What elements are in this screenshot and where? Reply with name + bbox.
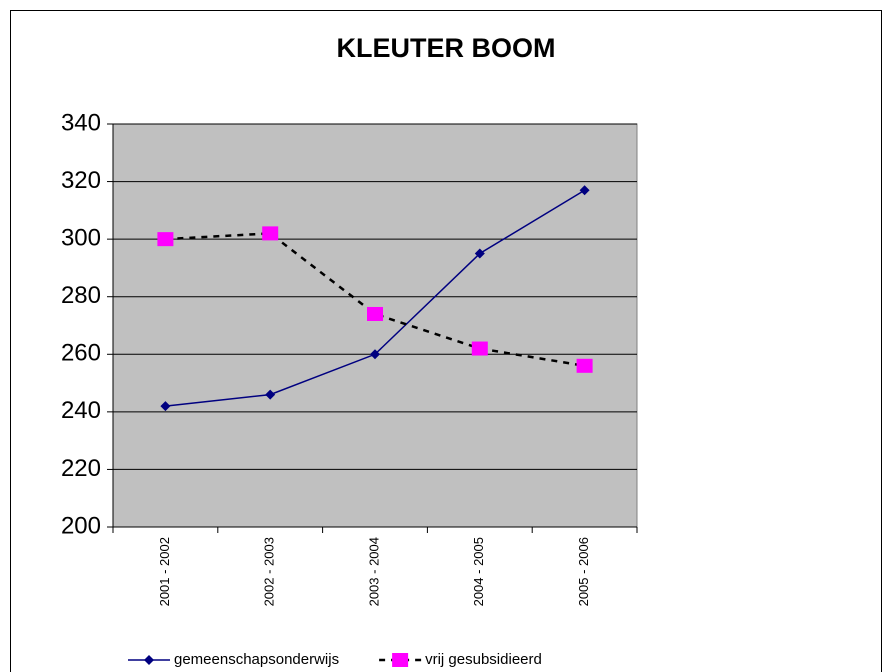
y-tick-label: 300: [61, 224, 101, 251]
y-tick-label: 260: [61, 340, 101, 367]
data-point: [474, 248, 485, 259]
x-tick-label: 2005 - 2006: [576, 537, 591, 606]
y-tick-label: 200: [61, 512, 101, 539]
legend-marker: [144, 655, 154, 665]
data-point: [262, 226, 279, 241]
data-point: [160, 401, 171, 412]
data-point: [367, 306, 383, 321]
legend-label: vrij gesubsidieerd: [425, 651, 542, 668]
legend-marker: [392, 653, 409, 667]
y-tick-label: 280: [61, 282, 101, 309]
data-point: [370, 349, 380, 360]
legend-label: gemeenschapsonderwijs: [174, 651, 339, 668]
x-tick-label: 2003 - 2004: [366, 537, 381, 606]
y-tick-label: 240: [61, 397, 101, 424]
y-tick-label: 320: [61, 167, 101, 194]
data-point: [157, 232, 174, 247]
data-point: [579, 185, 590, 196]
y-tick-label: 220: [61, 455, 101, 482]
x-tick-label: 2002 - 2003: [262, 537, 277, 606]
data-point: [471, 341, 488, 356]
x-tick-label: 2001 - 2002: [157, 537, 172, 606]
data-point: [576, 358, 593, 373]
chart-title: KLEUTER BOOM: [337, 33, 556, 63]
plot-area: [112, 123, 638, 528]
data-point: [265, 389, 276, 400]
x-tick-label: 2004 - 2005: [471, 537, 486, 606]
y-tick-label: 340: [61, 109, 101, 136]
